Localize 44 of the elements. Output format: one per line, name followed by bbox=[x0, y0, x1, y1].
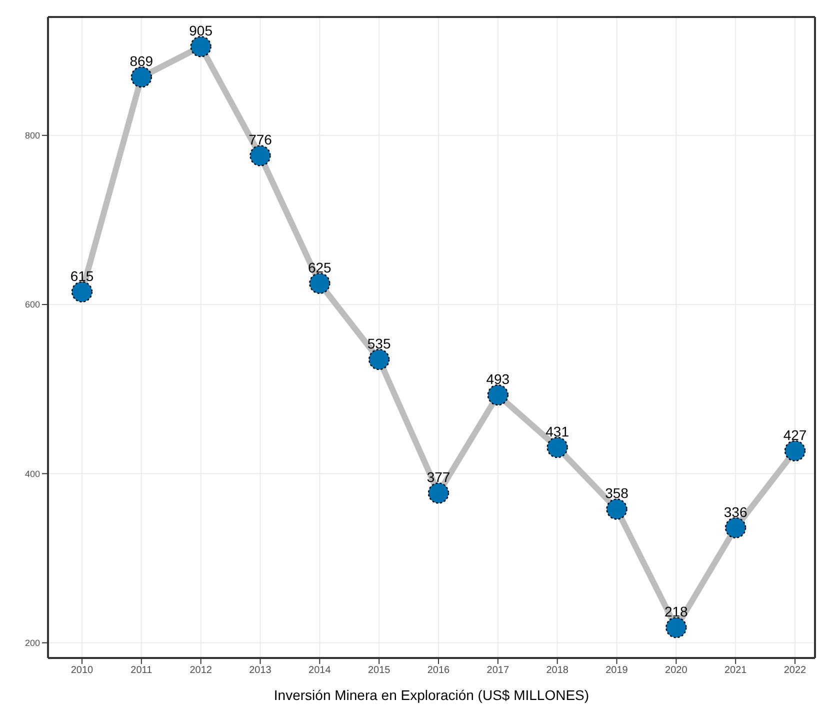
x-tick-label: 2013 bbox=[249, 665, 272, 676]
y-tick-label: 200 bbox=[24, 638, 40, 648]
x-tick-label: 2011 bbox=[130, 665, 153, 676]
data-label: 625 bbox=[308, 259, 332, 276]
data-label: 358 bbox=[605, 485, 629, 502]
x-tick-label: 2017 bbox=[486, 665, 510, 676]
point bbox=[309, 272, 330, 294]
x-tick-label: 2021 bbox=[724, 665, 748, 676]
data-label: 905 bbox=[189, 22, 213, 39]
data-label: 336 bbox=[724, 504, 748, 520]
data-label: 377 bbox=[426, 469, 450, 486]
x-tick-label: 2022 bbox=[784, 665, 807, 676]
x-tick-label: 2010 bbox=[70, 665, 94, 676]
point bbox=[666, 616, 687, 638]
point bbox=[190, 36, 212, 58]
y-tick-label: 400 bbox=[24, 468, 40, 479]
data-label: 615 bbox=[70, 268, 94, 284]
point bbox=[368, 348, 390, 370]
point bbox=[784, 440, 806, 462]
point bbox=[71, 281, 93, 302]
x-tick-label: 2014 bbox=[308, 665, 332, 676]
point bbox=[487, 384, 509, 406]
x-tick-label: 2019 bbox=[606, 665, 628, 676]
data-label: 493 bbox=[486, 371, 510, 388]
data-label: 776 bbox=[248, 132, 272, 148]
point bbox=[724, 517, 746, 538]
x-tick-label: 2012 bbox=[190, 665, 212, 676]
point bbox=[130, 66, 152, 88]
y-tick-label: 600 bbox=[24, 300, 40, 310]
point bbox=[606, 498, 628, 520]
x-tick-label: 2016 bbox=[427, 665, 450, 676]
x-tick-label: 2020 bbox=[665, 665, 688, 676]
point bbox=[250, 145, 271, 166]
x-axis-title: Inversión Minera en Exploración (US$ MILLONES) bbox=[274, 687, 590, 703]
x-tick-label: 2015 bbox=[368, 665, 391, 676]
data-label: 427 bbox=[783, 426, 807, 443]
x-tick-label: 2018 bbox=[546, 665, 569, 676]
data-label: 535 bbox=[367, 335, 391, 352]
data-label: 431 bbox=[546, 423, 570, 440]
data-label: 869 bbox=[130, 53, 154, 70]
data-label: 218 bbox=[664, 604, 688, 620]
point bbox=[428, 482, 450, 504]
point bbox=[546, 436, 568, 458]
y-tick-label: 800 bbox=[24, 130, 40, 141]
